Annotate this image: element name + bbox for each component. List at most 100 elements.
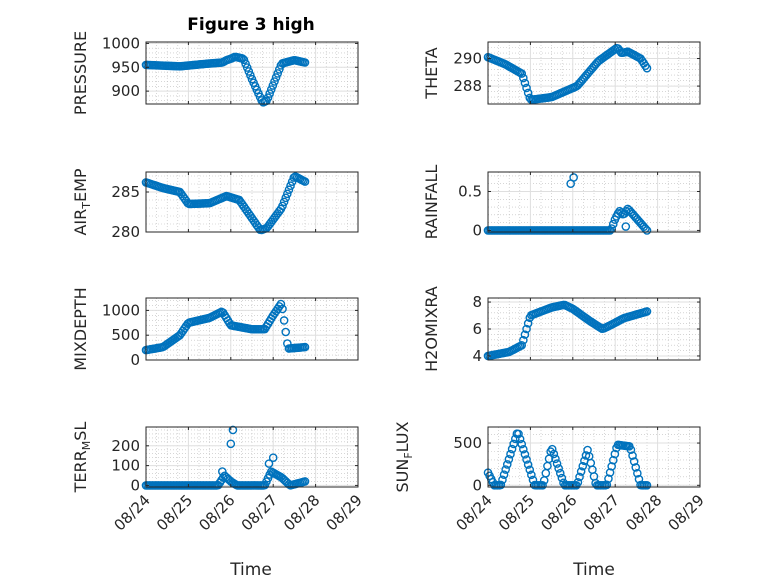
axes-box — [487, 426, 701, 488]
y-tick-label: 950 — [111, 58, 140, 76]
data-point — [525, 465, 535, 475]
data-point — [281, 327, 291, 337]
y-tick-label: 6 — [472, 320, 482, 338]
data-point — [517, 439, 527, 449]
ticks: 00.5 — [458, 172, 701, 239]
y-axis-label: AIRTEMP — [71, 168, 93, 235]
data-point — [551, 454, 560, 464]
data-point — [514, 429, 523, 439]
axes-box — [145, 171, 359, 233]
data-point — [552, 459, 562, 468]
data-point — [642, 63, 652, 73]
y-tick-label: 0.5 — [458, 182, 482, 200]
data-point — [523, 460, 533, 469]
y-tick-label: 200 — [111, 437, 140, 455]
y-tick-label: 290 — [453, 50, 482, 68]
data-point — [244, 67, 254, 76]
y-tick-label: 0 — [472, 221, 482, 239]
data-point — [631, 463, 641, 472]
data-series — [483, 300, 652, 361]
data-point — [283, 189, 292, 199]
data-point — [271, 73, 281, 82]
data-point — [263, 93, 273, 102]
data-point — [278, 201, 287, 211]
y-axis-label: THETA — [422, 47, 441, 99]
data-point — [610, 449, 620, 459]
y-tick-label: 0 — [130, 476, 140, 494]
data-point — [268, 453, 278, 462]
y-tick-label: 288 — [453, 77, 482, 95]
data-point — [602, 480, 612, 490]
data-point — [501, 465, 510, 474]
data-series — [141, 52, 310, 107]
axes-box — [145, 297, 359, 361]
data-point — [538, 481, 547, 490]
data-point — [549, 449, 559, 459]
data-point — [284, 185, 294, 195]
x-tick-label: 08/26 — [537, 491, 580, 534]
data-point — [268, 81, 278, 90]
data-point — [522, 455, 531, 464]
data-point — [575, 472, 584, 482]
data-point — [502, 460, 512, 469]
data-point — [607, 462, 616, 471]
figure-title: Figure 3 high — [187, 15, 315, 35]
data-point — [642, 481, 652, 490]
data-point — [273, 69, 282, 78]
data-point — [507, 444, 517, 454]
data-point — [279, 316, 289, 325]
y-tick-label: 285 — [111, 183, 140, 201]
subplot-8: 0 500 08/24 08/25 08/26 08/27 08/28 08/29 SUNFLU… — [393, 421, 708, 534]
x-axis-label-left: Time — [229, 560, 272, 580]
data-point — [555, 468, 565, 478]
y-axis-label: TERRMSL — [71, 422, 93, 494]
data-point — [226, 439, 236, 449]
data-point — [604, 474, 613, 483]
data-point — [279, 197, 289, 207]
data-point — [523, 319, 533, 328]
data-point — [578, 461, 588, 471]
data-point — [286, 181, 295, 190]
y-axis-label: SUNFLUX — [393, 421, 415, 492]
x-tick-label: 08/29 — [323, 491, 366, 534]
data-point — [499, 470, 509, 479]
axes-box — [145, 41, 359, 105]
data-point — [519, 73, 528, 83]
data-point — [633, 468, 642, 478]
y-tick-label: 1000 — [102, 34, 140, 52]
y-axis-label: PRESSURE — [71, 31, 90, 115]
y-tick-label: 500 — [111, 326, 140, 344]
data-point — [241, 59, 250, 68]
data-point — [576, 467, 586, 476]
data-point — [519, 335, 528, 345]
y-tick-label: 4 — [472, 347, 482, 365]
x-axis-label-right: Time — [572, 560, 615, 580]
data-point — [517, 69, 527, 78]
x-tick-label: 08/24 — [111, 491, 154, 534]
data-point — [628, 451, 637, 460]
data-point — [642, 307, 652, 316]
y-tick-label: 900 — [111, 82, 140, 100]
y-tick-label: 0 — [130, 351, 140, 369]
data-point — [520, 330, 530, 339]
data-point — [554, 464, 563, 473]
data-point — [504, 454, 514, 464]
data-point — [608, 455, 618, 465]
x-tick-label: 08/29 — [665, 491, 708, 534]
data-point — [522, 83, 531, 93]
data-point — [281, 193, 291, 203]
data-point — [300, 58, 310, 67]
data-series — [483, 173, 652, 235]
x-tick-label: 08/27 — [238, 491, 281, 534]
data-point — [300, 477, 310, 486]
data-point — [523, 88, 533, 98]
data-point — [300, 177, 310, 186]
y-tick-label: 8 — [472, 293, 482, 311]
data-point — [519, 444, 528, 454]
y-axis-label: MIXDEPTH — [71, 287, 90, 370]
data-point — [527, 470, 536, 480]
minor-grid — [146, 427, 358, 487]
subplot-6: 4 6 8 H2OMIXRA — [422, 286, 701, 372]
